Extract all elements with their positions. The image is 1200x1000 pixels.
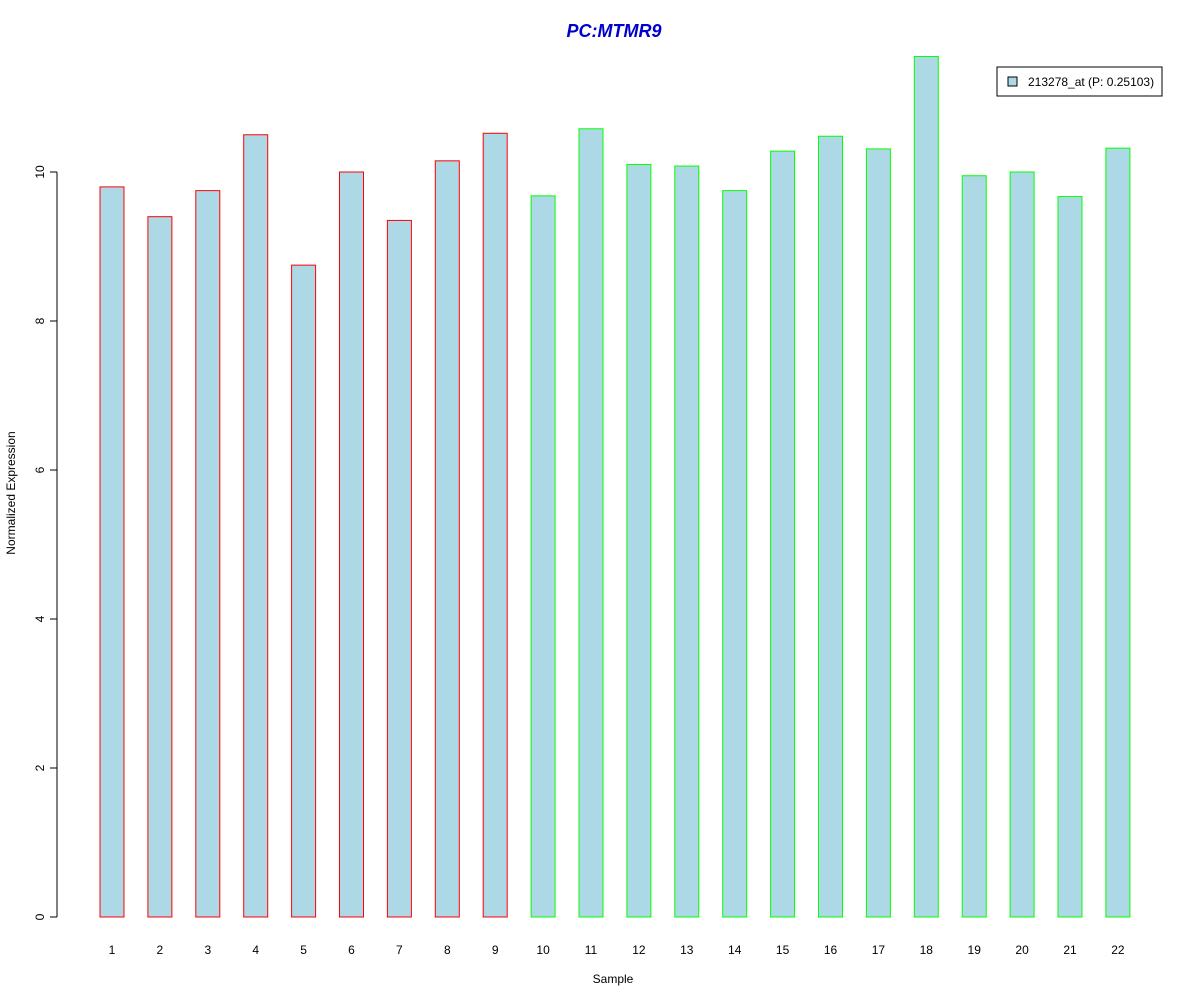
x-tick-label: 20 — [1015, 943, 1029, 957]
x-tick-label: 19 — [968, 943, 982, 957]
bar-sample-5 — [291, 264, 317, 918]
x-tick-label: 10 — [536, 943, 550, 957]
x-tick-label: 8 — [444, 943, 451, 957]
y-tick-label: 0 — [33, 913, 47, 920]
x-tick-label: 12 — [632, 943, 646, 957]
bar-sample-4 — [243, 134, 269, 918]
y-axis-label: Normalized Expression — [4, 431, 18, 554]
bar-sample-20 — [1009, 171, 1035, 918]
x-tick-label: 18 — [920, 943, 934, 957]
bar-sample-12 — [626, 164, 652, 918]
y-tick-label: 2 — [33, 764, 47, 771]
bar-sample-8 — [434, 160, 460, 918]
y-tick-label: 4 — [33, 615, 47, 622]
bar-sample-11 — [578, 128, 604, 918]
x-tick-label: 15 — [776, 943, 790, 957]
bar-sample-2 — [147, 216, 173, 918]
bar-sample-15 — [770, 150, 796, 918]
legend-entry-label: 213278_at (P: 0.25103) — [1028, 75, 1154, 89]
y-tick-label: 10 — [33, 165, 47, 179]
bar-sample-6 — [339, 171, 364, 918]
x-tick-label: 3 — [204, 943, 211, 957]
x-tick-label: 11 — [585, 943, 598, 957]
chart-title: PC:MTMR9 — [567, 21, 662, 41]
legend: 213278_at (P: 0.25103) — [996, 66, 1163, 97]
x-tick-label: 4 — [252, 943, 259, 957]
x-tick-label: 1 — [109, 943, 116, 957]
x-tick-label: 16 — [824, 943, 838, 957]
x-tick-label: 21 — [1063, 943, 1077, 957]
legend-swatch — [1007, 76, 1018, 87]
x-tick-label: 22 — [1111, 943, 1125, 957]
x-tick-label: 13 — [680, 943, 694, 957]
x-tick-label: 5 — [300, 943, 307, 957]
x-axis-tick-labels: 1 2 3 4 5 6 7 8 9 10 11 12 13 14 15 16 17 18 19 20 21 22 — [109, 943, 1125, 957]
x-tick-label: 2 — [157, 943, 164, 957]
y-axis-ticks: 0 2 4 6 8 10 — [33, 165, 57, 920]
legend-box — [996, 66, 1163, 97]
x-tick-label: 9 — [492, 943, 499, 957]
bar-sample-13 — [674, 165, 700, 918]
bar-sample-18 — [913, 56, 939, 918]
y-tick-label: 6 — [33, 466, 47, 473]
bar-sample-3 — [195, 190, 221, 918]
bar-sample-9 — [482, 132, 508, 918]
bar-sample-14 — [722, 190, 748, 918]
bar-sample-21 — [1057, 196, 1083, 918]
bar-sample-1 — [99, 186, 125, 918]
bars-group — [99, 56, 1131, 918]
bar-sample-10 — [530, 195, 556, 918]
bar-sample-7 — [386, 219, 412, 918]
x-tick-label: 6 — [348, 943, 355, 957]
bar-sample-22 — [1105, 147, 1131, 918]
bar-sample-19 — [961, 175, 987, 918]
x-tick-label: 17 — [872, 943, 886, 957]
x-tick-label: 14 — [728, 943, 742, 957]
x-axis-label: Sample — [593, 972, 634, 986]
bar-sample-17 — [865, 148, 891, 918]
y-tick-label: 8 — [33, 317, 47, 324]
x-tick-label: 7 — [396, 943, 403, 957]
bar-sample-16 — [818, 135, 843, 918]
